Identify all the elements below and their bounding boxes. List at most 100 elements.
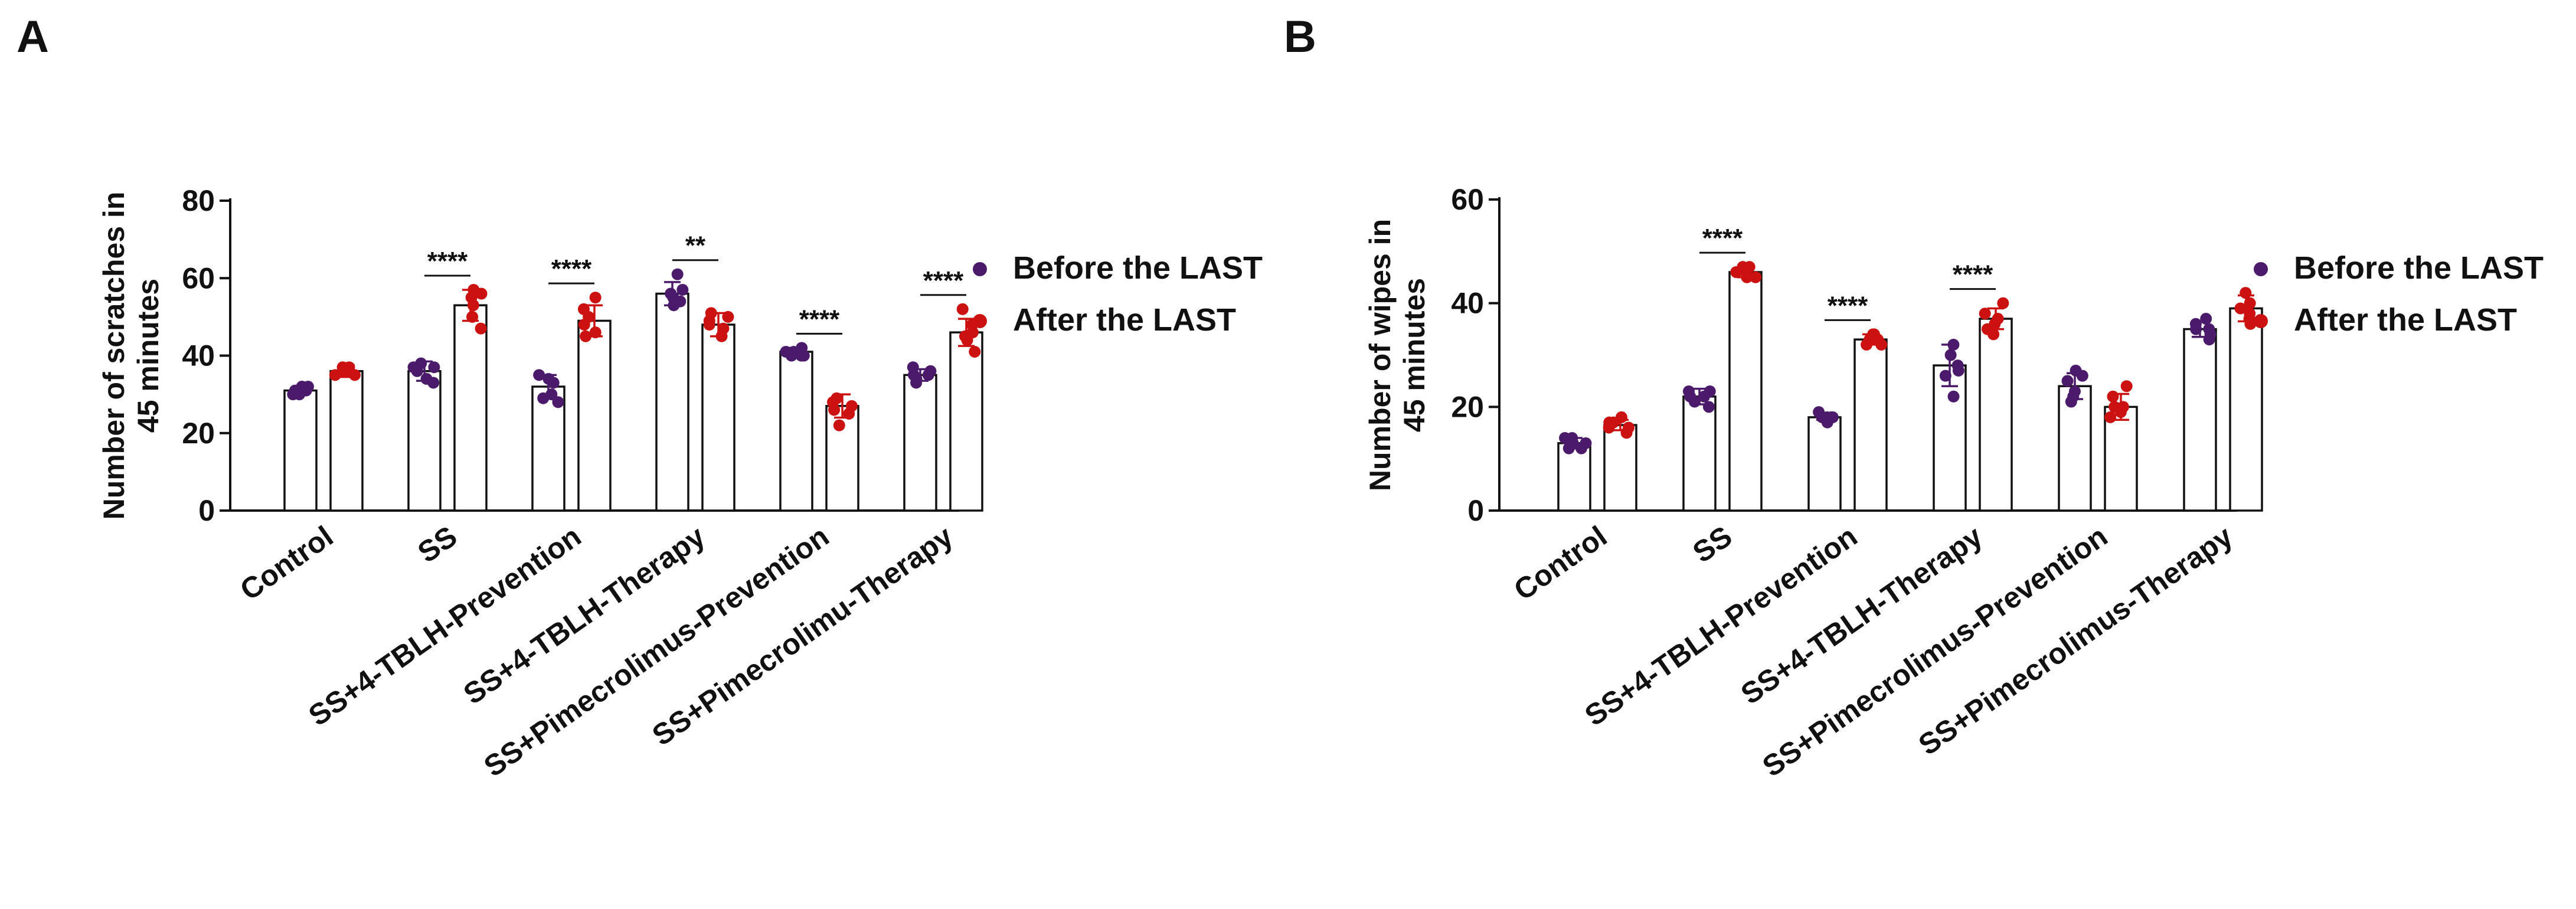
significance-label: **** [551,254,592,283]
bar [1603,424,1637,512]
data-point [580,330,592,342]
data-point [1939,370,1951,382]
data-point [2244,297,2256,309]
data-point [583,310,595,323]
data-point [589,292,601,304]
data-point [797,349,810,362]
data-point [475,322,487,335]
legend-marker [2254,314,2268,328]
data-point [2120,380,2133,393]
significance-label: **** [427,247,468,276]
y-tick-label: 20 [182,417,215,450]
bar [2104,406,2138,512]
significance-label: **** [923,266,964,295]
data-point [466,310,479,323]
panel-label: B [1284,12,1316,62]
y-axis-label: Number of wipes in45 minutes [1364,219,1431,491]
data-point [676,283,689,296]
significance-label: ** [685,231,706,260]
bar [1557,442,1591,512]
data-point [2067,390,2080,403]
chart-panel-B: B 0 20 40 60 Number of wipes in45 minutes Cont… [1284,12,2544,783]
y-tick-label: 40 [1451,287,1484,320]
data-point [533,369,545,381]
data-point [552,396,564,408]
data-point [665,287,677,300]
y-tick-label: 20 [1451,390,1484,423]
bar [1853,338,1888,512]
bar [779,351,813,512]
significance-label: **** [799,305,840,333]
data-point [289,384,301,397]
data-point [1603,416,1616,429]
bar [701,323,735,512]
data-point [467,299,479,312]
data-point [1981,323,1993,335]
data-point [547,377,560,389]
data-point [1947,390,1960,403]
data-point [1997,297,2009,309]
data-point [2104,411,2117,423]
data-point [703,315,715,327]
legend-label: After the LAST [1013,302,1236,338]
data-point [717,322,730,335]
bar [2183,328,2217,512]
legend-label: Before the LAST [2294,250,2544,286]
bar [577,319,612,512]
data-point [969,345,981,358]
data-point [2070,364,2082,377]
data-point [336,361,349,374]
bar [655,292,689,512]
bar [283,389,318,512]
data-point [671,268,684,280]
x-tick-label: Control [234,519,339,607]
data-point [302,381,314,393]
y-axis-label-line: 45 minutes [132,279,165,433]
data-point [589,326,601,339]
data-point [411,365,423,377]
y-tick-label: 0 [198,494,215,527]
data-point [2108,401,2121,413]
y-tick-label: 40 [182,339,215,372]
data-point [1575,442,1587,454]
bar [949,331,983,512]
data-point [674,295,687,308]
data-point [1979,308,1991,320]
data-point [831,392,843,404]
data-point [475,287,488,300]
data-point [1947,338,1960,351]
data-point [2240,287,2252,299]
bar [2229,307,2263,512]
chart-panel-A: A 0 20 40 60 80 Number of scratches in45 minut… [17,12,1263,783]
legend-marker [2254,262,2268,276]
x-tick-label: Control [1508,519,1613,607]
legend-label: Before the LAST [1013,250,1263,286]
significance-label: **** [1702,224,1743,253]
y-axis-label-line: Number of wipes in [1364,219,1397,491]
data-point [722,310,734,323]
y-tick-label: 0 [1467,494,1484,527]
data-point [1702,401,1715,413]
data-point [2234,302,2247,315]
panel-label: A [17,12,49,62]
data-point [2243,313,2255,325]
bar [1933,364,1967,512]
data-point [2061,375,2074,387]
bar [1807,416,1842,512]
data-point [1944,349,1957,361]
data-point [1750,271,1762,283]
bar [329,370,364,512]
data-point [1566,432,1578,444]
data-point [1826,411,1839,423]
data-point [348,369,361,381]
data-point [1698,390,1710,403]
y-tick-label: 60 [1451,183,1484,216]
legend-marker [973,262,987,276]
data-point [1615,411,1627,423]
data-point [1867,328,1879,341]
data-point [833,419,845,431]
x-tick-label: SS [1687,519,1738,569]
legend-label: After the LAST [2294,302,2517,338]
x-tick-label: SS [412,519,463,569]
